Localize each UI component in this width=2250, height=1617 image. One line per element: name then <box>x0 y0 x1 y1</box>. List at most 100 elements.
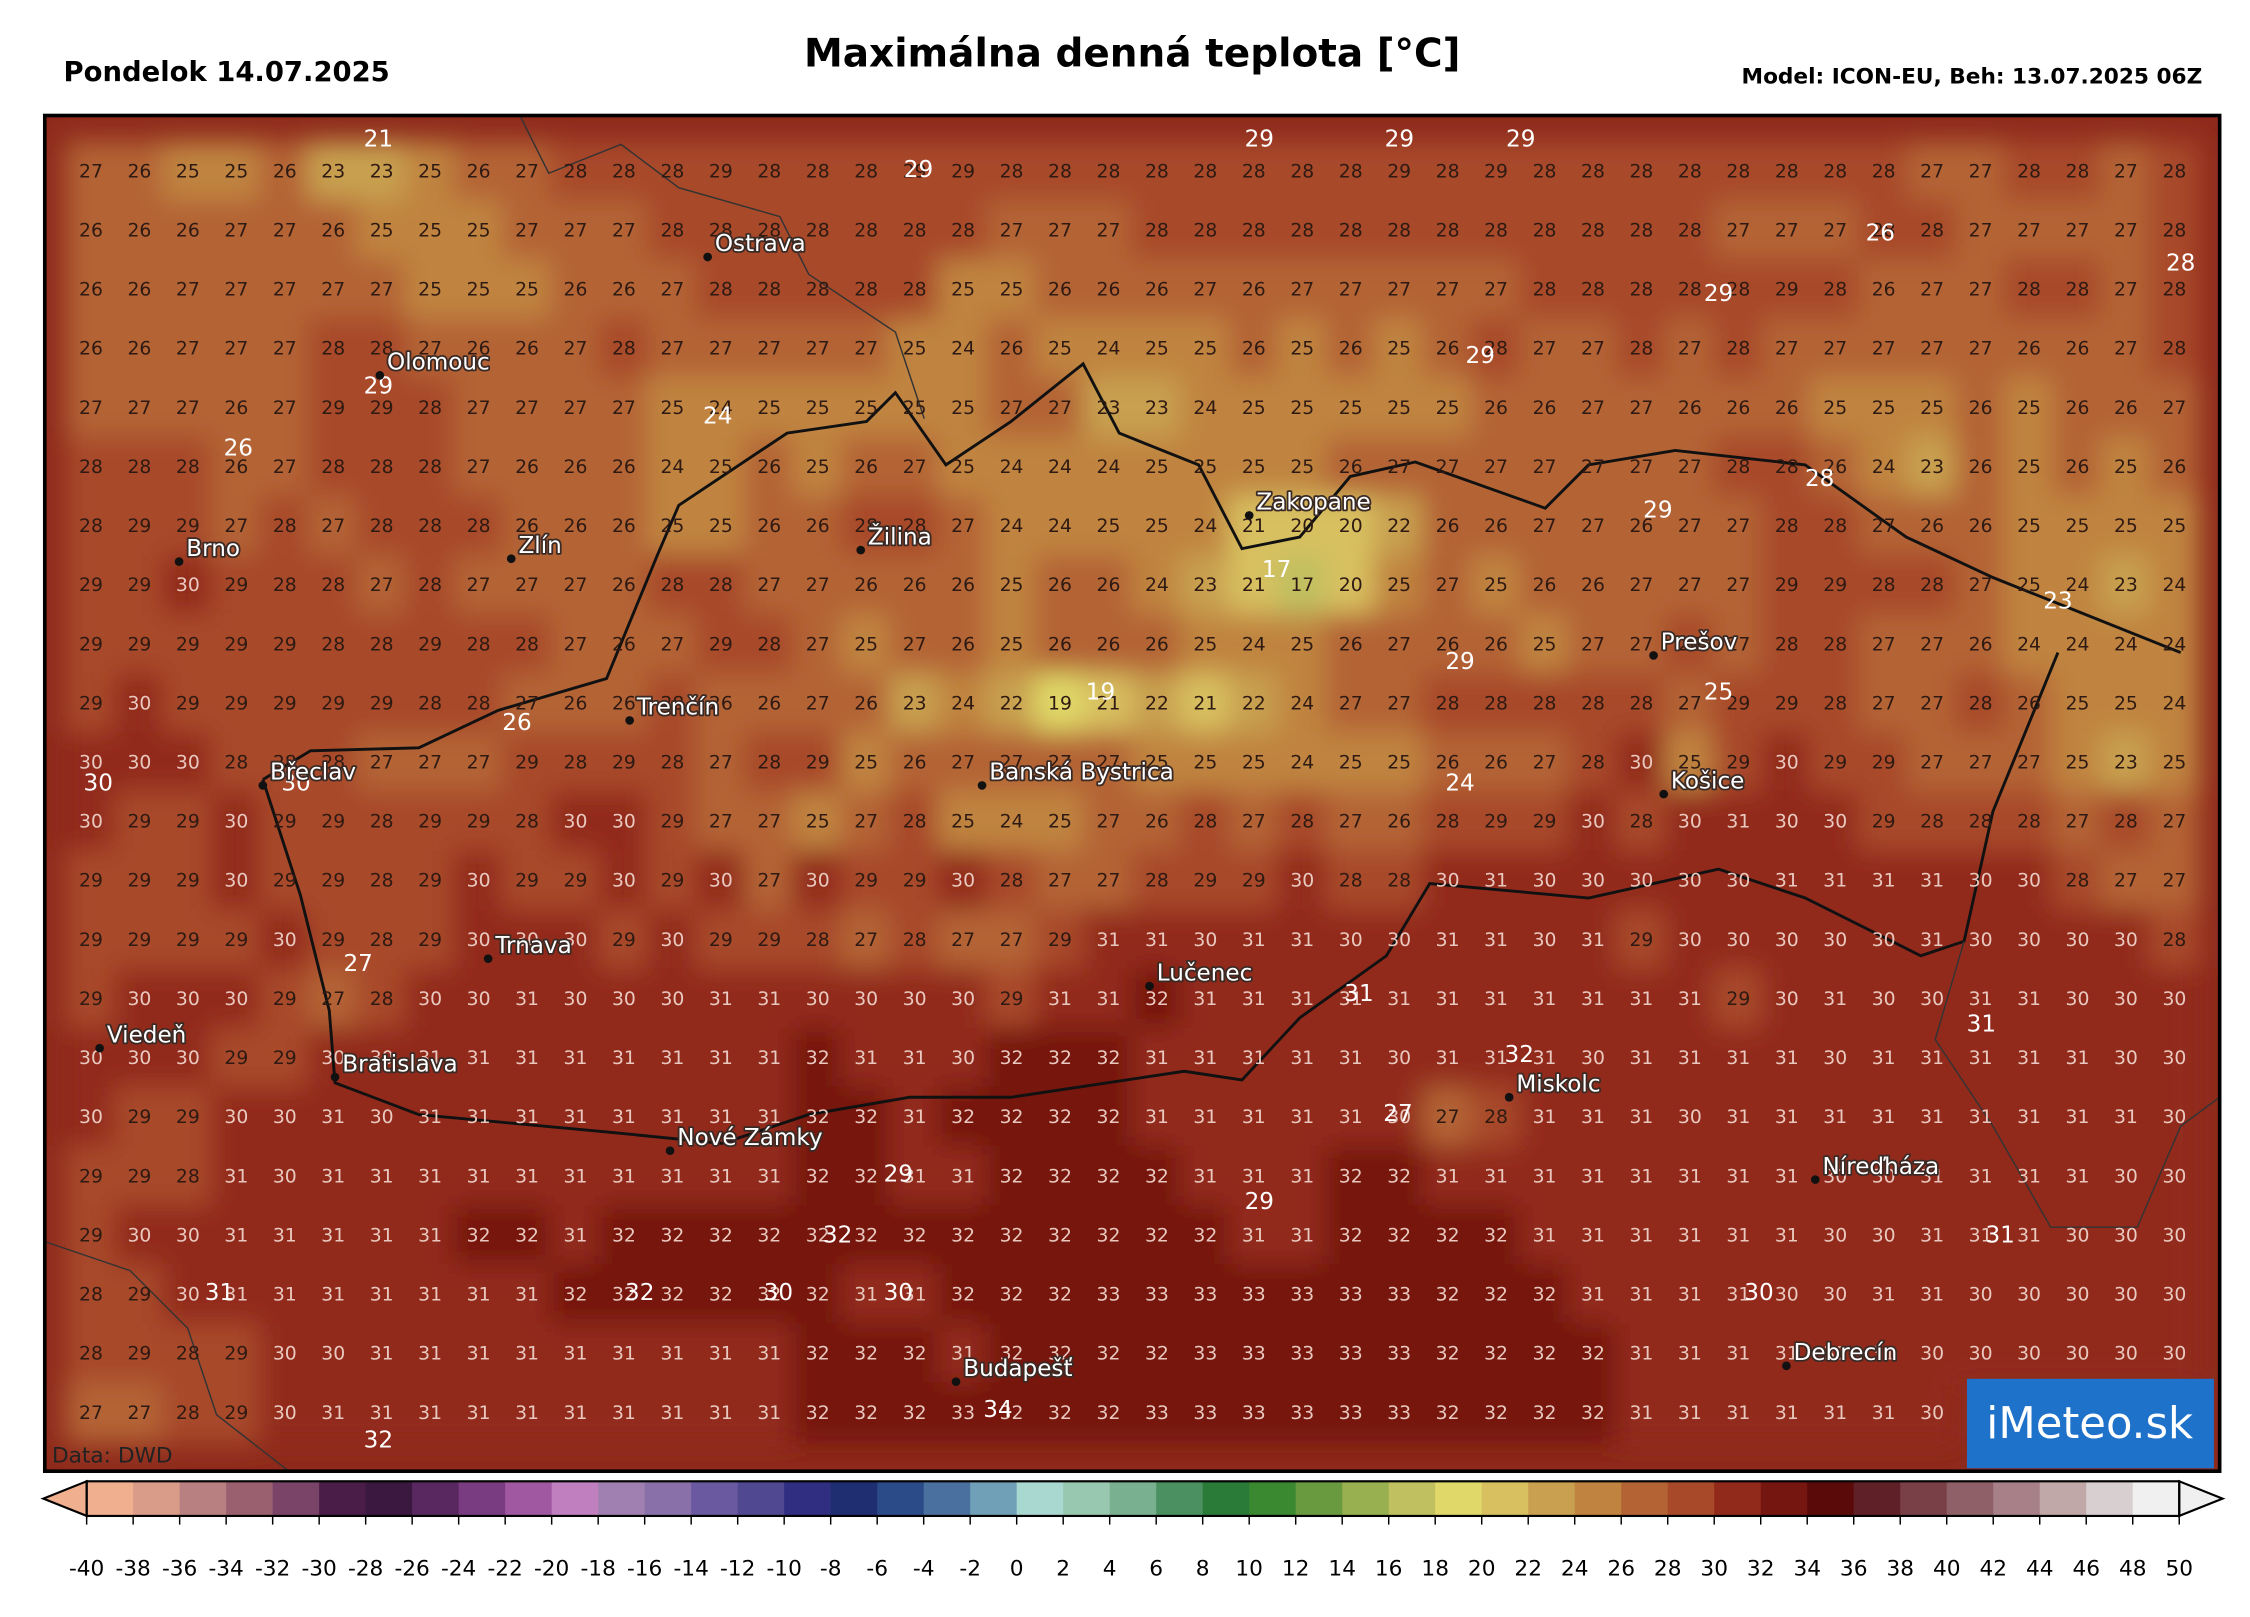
temperature-cell <box>1664 1204 1716 1267</box>
temperature-cell <box>1858 672 1910 735</box>
temperature-cell <box>307 1323 359 1386</box>
grid-value: 28 <box>1533 220 1557 241</box>
temperature-cell <box>1325 495 1377 558</box>
grid-value: 28 <box>418 516 442 537</box>
grid-value: 28 <box>660 161 684 182</box>
grid-value: 23 <box>321 161 345 182</box>
grid-value: 26 <box>1097 575 1121 596</box>
grid-value: 25 <box>951 398 975 419</box>
temperature-cell <box>985 1264 1038 1327</box>
grid-value: 30 <box>2162 1344 2186 1365</box>
temperature-cell <box>888 318 941 381</box>
temperature-cell <box>1470 672 1522 735</box>
grid-value: 26 <box>1872 280 1896 301</box>
city-dot <box>1145 981 1154 991</box>
colorbar-segment <box>319 1481 367 1516</box>
grid-value: 31 <box>612 1403 636 1424</box>
grid-value: 28 <box>757 753 781 774</box>
grid-value: 29 <box>176 812 200 833</box>
city-label: Košice <box>1671 768 1744 794</box>
temperature-cell <box>2148 909 2201 972</box>
grid-value: 32 <box>660 1285 684 1306</box>
grid-value: 27 <box>1436 575 1460 596</box>
grid-value: 25 <box>757 398 781 419</box>
temperature-cell <box>1567 1086 1619 1149</box>
colorbar-tick-label: 20 <box>1468 1556 1496 1581</box>
grid-value: 27 <box>1339 693 1363 714</box>
grid-value: 27 <box>1339 812 1363 833</box>
grid-value: 25 <box>951 812 975 833</box>
temperature-cell <box>1179 436 1232 499</box>
grid-value: 25 <box>903 339 927 360</box>
grid-value: 26 <box>1145 812 1169 833</box>
grid-value: 31 <box>1823 1344 1847 1365</box>
temperature-cell <box>501 318 553 381</box>
colorbar-tick-label: -6 <box>866 1556 888 1581</box>
grid-value: 31 <box>1242 1048 1266 1069</box>
temperature-cell <box>840 909 892 972</box>
grid-value: 31 <box>467 1344 491 1365</box>
grid-value: 29 <box>612 930 636 951</box>
temperature-cell <box>840 259 892 322</box>
highlight-value: 31 <box>205 1280 234 1306</box>
grid-value: 30 <box>1872 1225 1896 1246</box>
temperature-cell <box>356 1323 408 1386</box>
temperature-cell <box>1712 968 1765 1031</box>
temperature-cell <box>937 259 989 322</box>
grid-value: 28 <box>370 930 394 951</box>
temperature-cell <box>1664 1382 1716 1445</box>
grid-value: 27 <box>2114 871 2138 892</box>
grid-value: 30 <box>176 1225 200 1246</box>
temperature-cell <box>356 732 408 795</box>
grid-value: 31 <box>1193 1107 1217 1128</box>
colorbar-segment <box>458 1481 506 1516</box>
temperature-cell <box>840 140 892 203</box>
temperature-cell <box>2003 495 2055 558</box>
temperature-cell <box>307 1204 359 1267</box>
grid-value: 32 <box>1097 1166 1121 1187</box>
grid-value: 30 <box>1629 871 1653 892</box>
grid-value: 30 <box>1920 989 1944 1010</box>
city-label: Zakopane <box>1256 490 1370 516</box>
colorbar-segment <box>1528 1481 1576 1516</box>
temperature-cell <box>1518 199 1571 262</box>
grid-value: 26 <box>1969 457 1993 478</box>
grid-value: 31 <box>1920 871 1944 892</box>
highlight-value: 27 <box>1383 1101 1412 1127</box>
grid-value: 28 <box>79 457 103 478</box>
temperature-cell <box>162 613 214 676</box>
grid-value: 27 <box>564 398 588 419</box>
temperature-cell <box>1615 377 1668 440</box>
temperature-cell <box>1664 1086 1716 1149</box>
grid-value: 26 <box>224 457 248 478</box>
grid-value: 28 <box>1678 161 1702 182</box>
grid-value: 27 <box>1678 339 1702 360</box>
grid-value: 30 <box>1920 1403 1944 1424</box>
temperature-cell <box>1373 318 1425 381</box>
temperature-cell <box>646 495 699 558</box>
grid-value: 30 <box>1823 930 1847 951</box>
temperature-cell <box>2003 909 2055 972</box>
temperature-cell <box>840 318 892 381</box>
temperature-cell <box>2051 495 2104 558</box>
temperature-cell <box>452 732 505 795</box>
grid-value: 23 <box>1097 398 1121 419</box>
temperature-cell <box>937 1323 989 1386</box>
grid-value: 28 <box>660 575 684 596</box>
temperature-cell <box>307 613 359 676</box>
highlight-value: 29 <box>1643 498 1672 524</box>
temperature-cell <box>162 318 214 381</box>
grid-value: 30 <box>224 812 248 833</box>
temperature-cell <box>1179 613 1232 676</box>
temperature-cell <box>404 1323 456 1386</box>
temperature-cell <box>1906 1145 1958 1208</box>
city-dot <box>95 1043 104 1053</box>
temperature-cell <box>985 554 1038 617</box>
colorbar-tick-label: 4 <box>1103 1556 1117 1581</box>
temperature-cell <box>1518 140 1571 203</box>
grid-value: 27 <box>1581 457 1605 478</box>
temperature-cell <box>1228 1382 1280 1445</box>
grid-value: 32 <box>1097 1225 1121 1246</box>
temperature-cell <box>937 318 989 381</box>
grid-value: 31 <box>2066 1107 2090 1128</box>
